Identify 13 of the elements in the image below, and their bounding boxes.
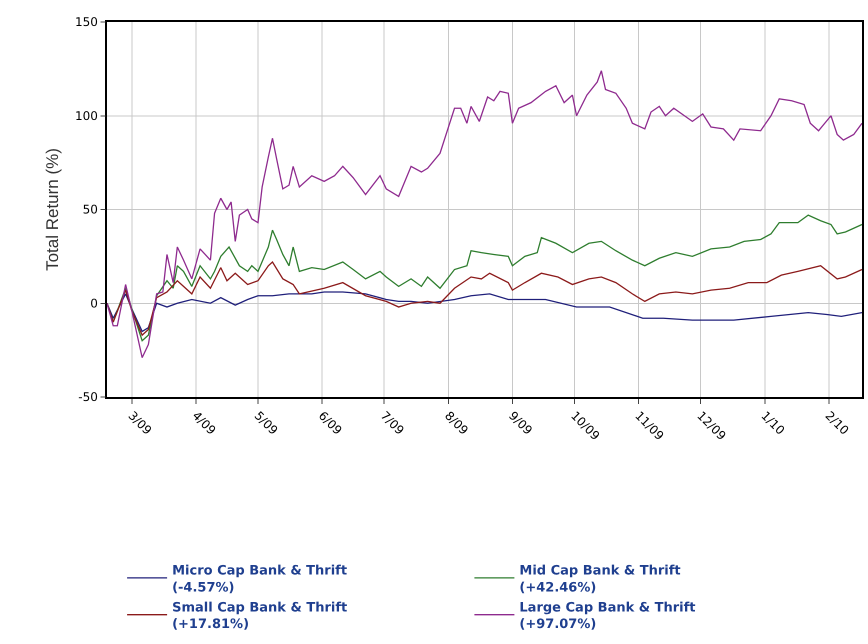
y-tick-label: 100 bbox=[74, 108, 98, 123]
y-tick-label: 150 bbox=[74, 15, 98, 30]
line-series bbox=[107, 70, 862, 358]
y-tick-label: -50 bbox=[78, 390, 98, 404]
y-tick-label: 50 bbox=[82, 202, 98, 217]
y-axis-title: Total Return (%) bbox=[42, 148, 62, 271]
legend-label: Small Cap Bank & Thrift (+17.81%) bbox=[172, 600, 348, 632]
line-series bbox=[107, 261, 862, 336]
line-series bbox=[107, 291, 862, 332]
legend-label: Large Cap Bank & Thrift (+97.07%) bbox=[519, 600, 696, 632]
y-tick-label: 0 bbox=[90, 296, 98, 310]
legend-label: Micro Cap Bank & Thrift (-4.57%) bbox=[172, 564, 348, 596]
legend-label: Mid Cap Bank & Thrift (+42.46%) bbox=[519, 564, 681, 596]
